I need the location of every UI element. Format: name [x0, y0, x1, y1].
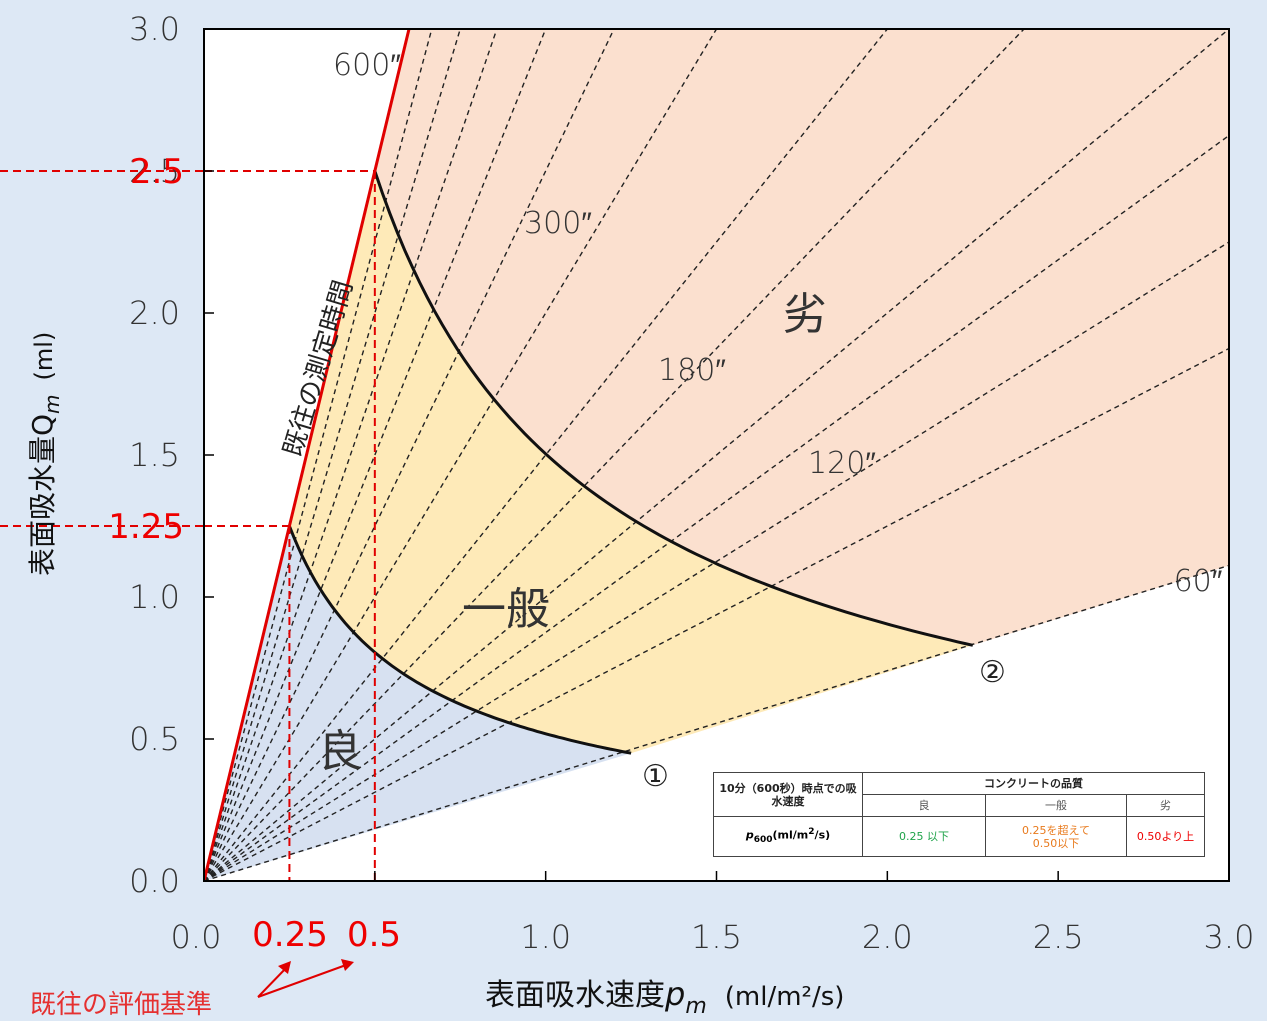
x-tick-label: 2.0 — [862, 918, 913, 956]
x-tick-label-highlight: 0.25 — [252, 915, 328, 955]
zone-label-average: 一般 — [462, 584, 550, 635]
time-line-300s — [204, 29, 615, 881]
time-line-label: 600″ — [333, 48, 401, 83]
y-tick-label: 0.5 — [129, 720, 180, 758]
y-tick-label: 3.0 — [129, 10, 180, 48]
time-line-180s — [204, 29, 888, 881]
y-axis-title: 表面吸水量Qm(ml) — [26, 332, 64, 576]
time-line-label: 180″ — [658, 353, 726, 388]
x-tick-label: 0.0 — [171, 918, 222, 956]
zone-label-good: 良 — [318, 726, 362, 777]
time-line-60s — [204, 564, 1229, 881]
annotation-arrow-2 — [257, 964, 347, 998]
time-line-label: 300″ — [524, 206, 592, 241]
criterion-annotation: 既往の評価基準 — [30, 990, 212, 1020]
y-tick-label-highlight: 2.5 — [130, 152, 184, 192]
table-value-poor: 0.50より上 — [1126, 816, 1205, 857]
x-tick-label-highlight: 0.5 — [347, 915, 401, 955]
y-tick-label: 2.0 — [129, 294, 180, 332]
y-tick-label: 0.0 — [129, 862, 180, 900]
time-line-480s — [204, 29, 461, 881]
guide-lines — [204, 170, 376, 881]
time-line-420s — [204, 29, 498, 881]
table-grade-good: 良 — [862, 794, 986, 817]
tick-labels: 0.0 0.5 1.0 1.5 2.0 2.5 3.0 0.0 1.0 1.5 2.0 2.5 3.0 1… — [108, 10, 1254, 956]
annotation-arrowhead-1 — [278, 961, 291, 974]
zone-poor-fill — [374, 29, 1229, 646]
x-axis-title: 表面吸水速度pm (ml/m²/s) — [485, 975, 844, 1019]
time-line-120s — [204, 29, 1229, 881]
table-grade-poor: 劣 — [1126, 794, 1205, 817]
x-tick-label: 3.0 — [1204, 918, 1255, 956]
time-line-labels: 600″ 300″ 180″ 120″ 60″ — [333, 48, 1223, 599]
boundary-curve-1 — [288, 525, 632, 755]
table-grade-average: 一般 — [985, 794, 1127, 817]
axis-ticks — [0, 28, 1059, 882]
y-tick-label: 1.0 — [129, 578, 180, 616]
annotation-arrow-1 — [257, 965, 289, 998]
time-line-75s — [204, 347, 1229, 881]
x-tick-label: 1.0 — [520, 918, 571, 956]
time-line-label: 120″ — [808, 446, 876, 481]
x-tick-label: 1.5 — [691, 918, 742, 956]
zone-label-poor: 劣 — [783, 289, 827, 340]
boundary-curve-2 — [373, 170, 974, 647]
annotation-arrowhead-2 — [341, 959, 354, 971]
time-lines — [204, 29, 1229, 881]
quality-table: 10分（600秒）時点での吸水速度 コンクリートの品質 良 一般 劣 p600(… — [713, 772, 1205, 857]
measurement-time-line — [204, 29, 411, 881]
table-row-header: 10分（600秒）時点での吸水速度 — [713, 772, 863, 817]
y-tick-label-highlight: 1.25 — [108, 507, 184, 547]
time-line-150s — [204, 29, 1025, 881]
x-tick-label: 2.5 — [1033, 918, 1084, 956]
zone-average-fill — [289, 171, 973, 754]
point-label-1: ① — [642, 759, 669, 794]
y-tick-label: 2.5 — [129, 152, 180, 190]
time-line-label: 60″ — [1174, 564, 1223, 599]
time-line-540s — [204, 29, 433, 881]
table-param: p600(ml/m2/s) — [713, 816, 863, 857]
table-value-average: 0.25を超えて 0.50以下 — [985, 816, 1127, 857]
table-quality-header: コンクリートの品質 — [862, 772, 1205, 795]
point-label-2: ② — [979, 655, 1006, 690]
table-value-good: 0.25 以下 — [862, 816, 986, 857]
y-tick-label: 1.5 — [129, 436, 180, 474]
